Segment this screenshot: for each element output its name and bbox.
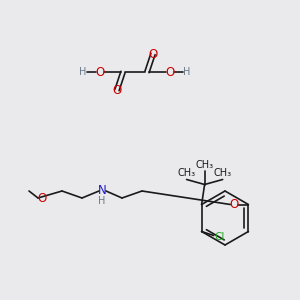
Text: O: O [112, 83, 122, 97]
Text: O: O [165, 65, 175, 79]
Text: H: H [79, 67, 87, 77]
Text: O: O [95, 65, 105, 79]
Text: CH₃: CH₃ [196, 160, 214, 170]
Text: Cl: Cl [214, 232, 225, 242]
Text: O: O [148, 47, 158, 61]
Text: O: O [38, 191, 46, 205]
Text: H: H [98, 196, 106, 206]
Text: CH₃: CH₃ [214, 167, 232, 178]
Text: CH₃: CH₃ [178, 167, 196, 178]
Text: O: O [230, 198, 239, 211]
Text: N: N [98, 184, 106, 197]
Text: H: H [183, 67, 191, 77]
